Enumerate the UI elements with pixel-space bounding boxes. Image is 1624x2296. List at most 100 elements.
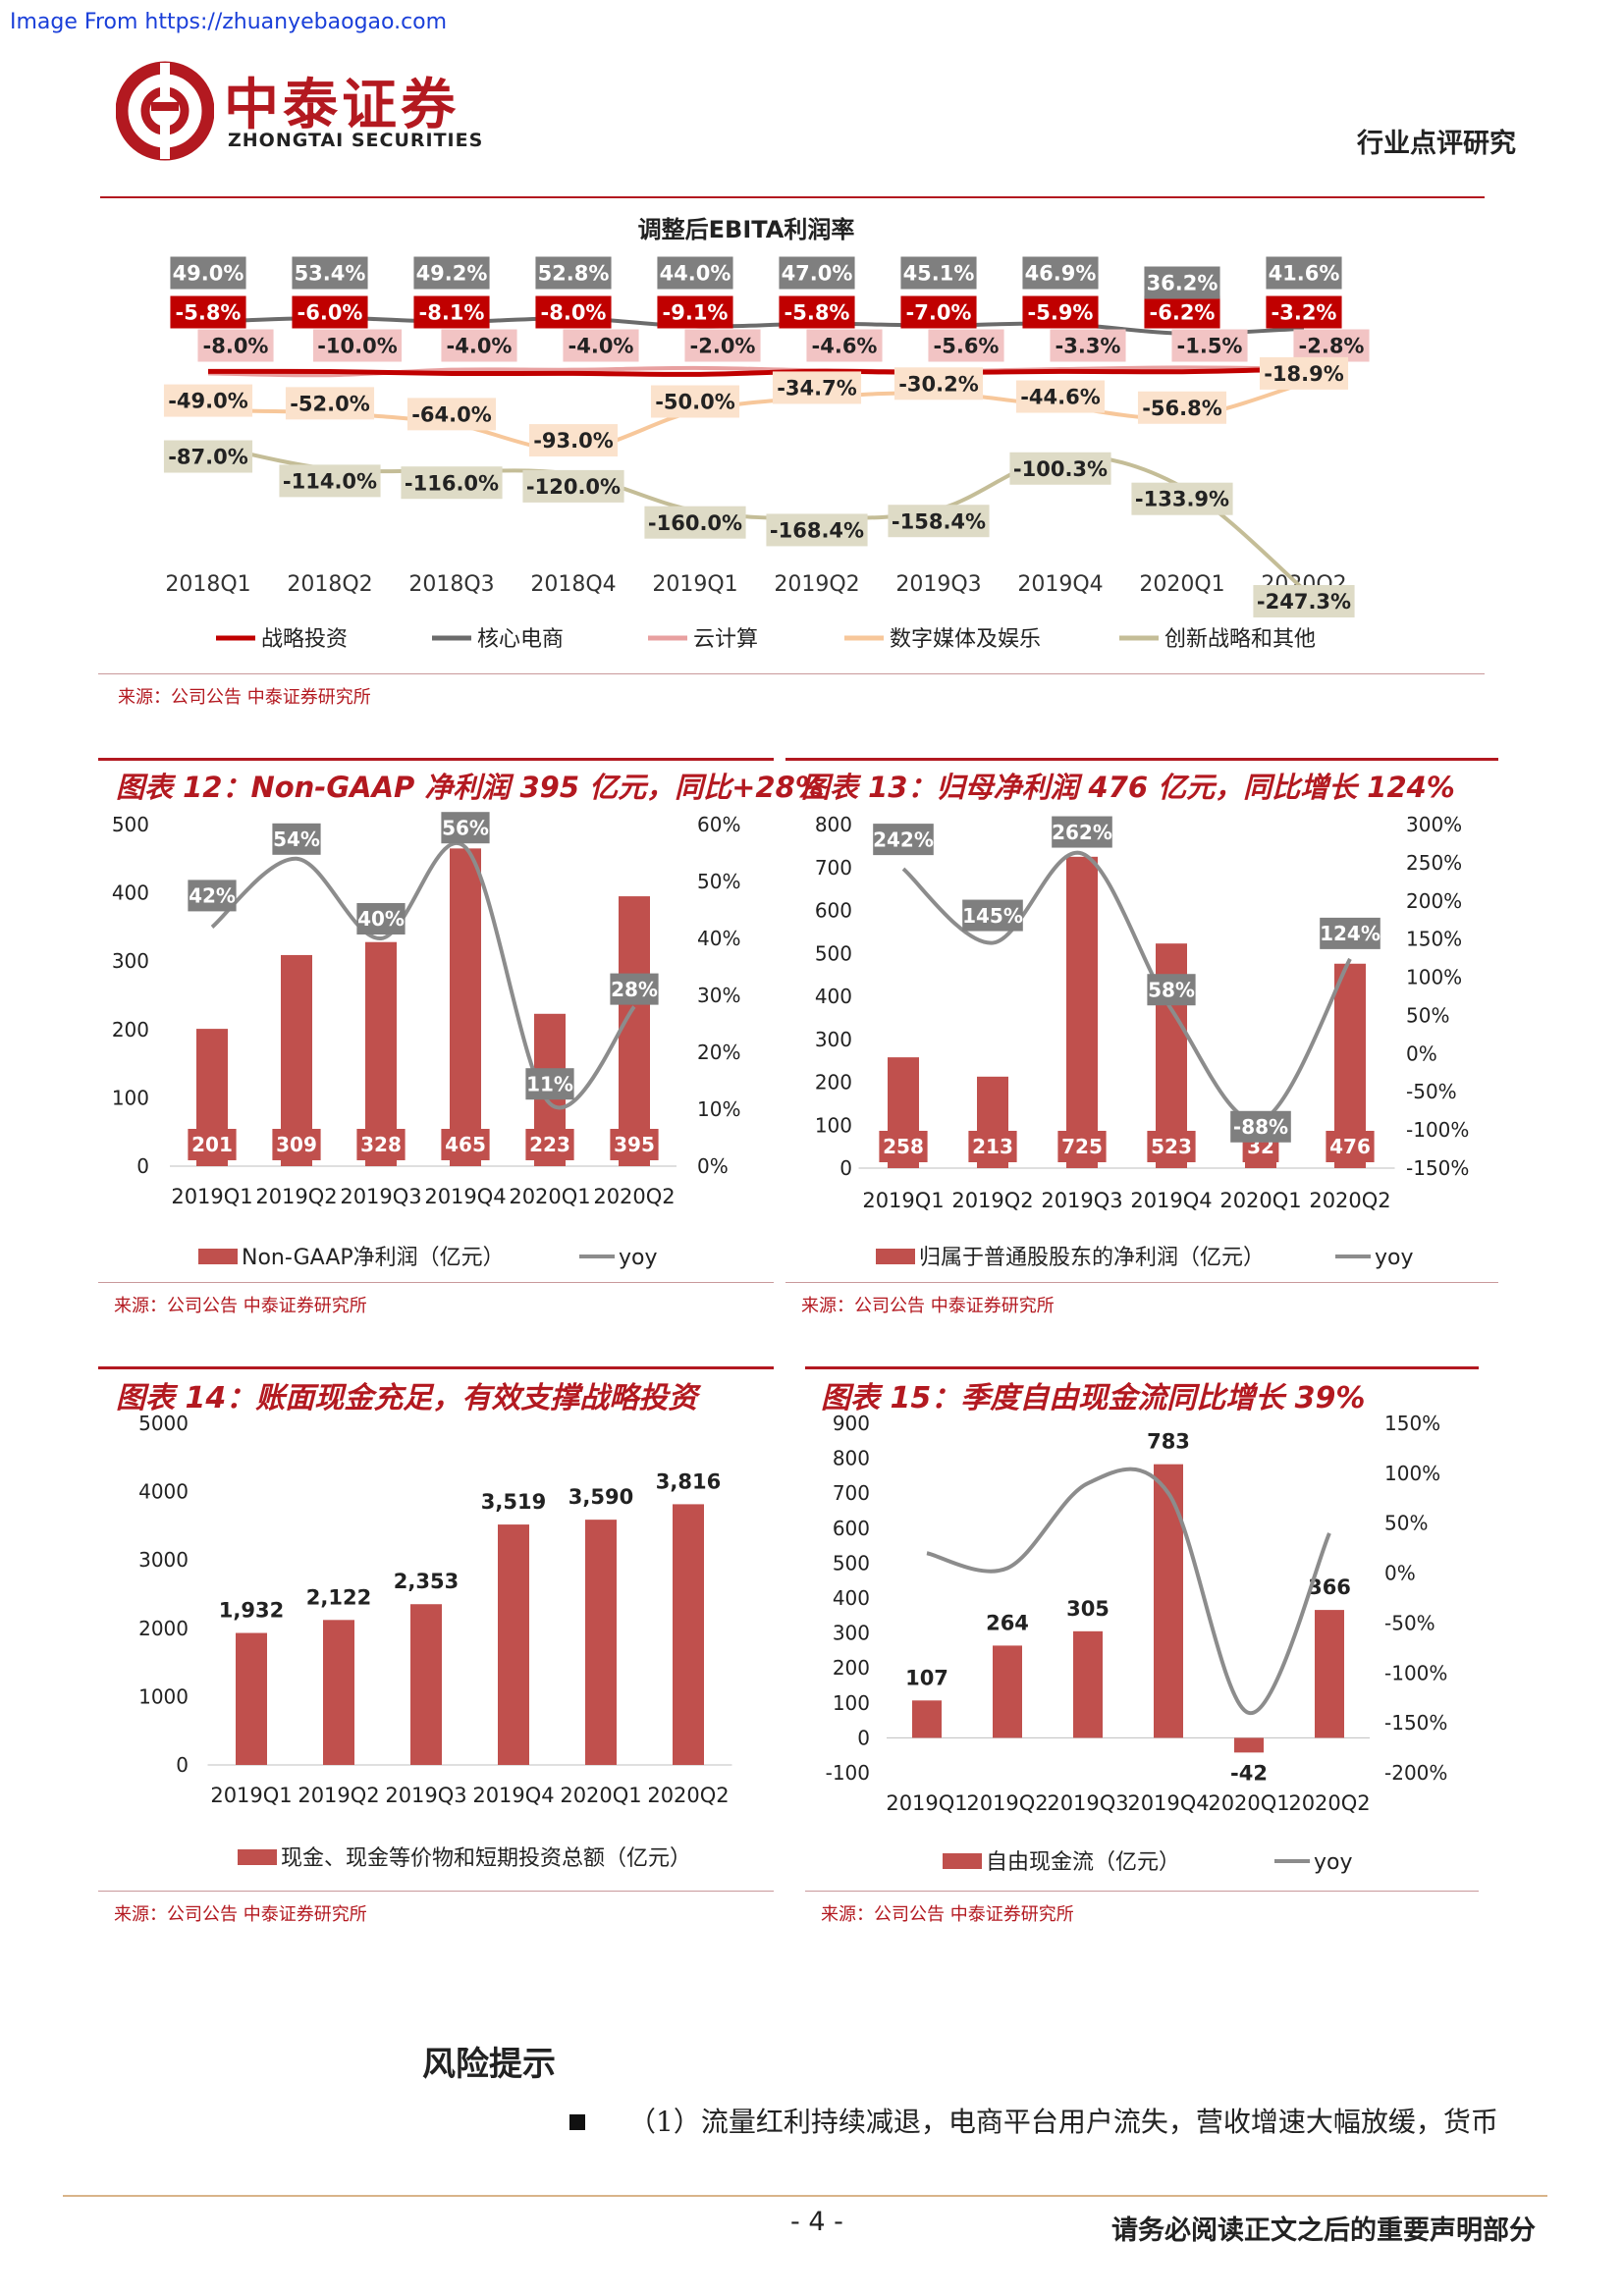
- fig14-x-tick: 2019Q1: [210, 1784, 292, 1807]
- ebita-data-label-box: [779, 295, 855, 329]
- ebita-data-label-box: [650, 385, 740, 418]
- ebita-data-label: -4.0%: [447, 335, 513, 358]
- fig15-y-tick: 400: [833, 1586, 870, 1610]
- fig12-y2-tick: 30%: [697, 984, 740, 1007]
- fig12-y-tick: 200: [112, 1018, 149, 1041]
- fig14-y-tick: 5000: [138, 1412, 189, 1435]
- ebita-data-label: -5.9%: [1028, 301, 1094, 325]
- fig15-y2-tick: -200%: [1384, 1761, 1447, 1785]
- fig15-bar: [1073, 1630, 1103, 1738]
- ebita-data-label: -44.6%: [1020, 386, 1101, 409]
- ebita-x-tick: 2018Q2: [287, 572, 372, 597]
- fig12-yoy-label: 40%: [357, 907, 405, 931]
- ebita-rule: [98, 673, 1485, 674]
- ebita-data-label-box: [893, 367, 984, 400]
- ebita-data-label: 46.9%: [1025, 262, 1097, 286]
- ebita-x-tick: 2019Q1: [652, 572, 737, 597]
- fig15-legend-line-label: yoy: [1314, 1850, 1353, 1875]
- bullet-square-icon: [569, 2114, 585, 2130]
- ebita-data-label: -93.0%: [533, 429, 614, 453]
- ebita-data-label-box: [522, 469, 624, 503]
- fig15-y-tick: 900: [833, 1412, 870, 1435]
- ebita-data-label: -56.8%: [1142, 397, 1222, 420]
- fig15-x-tick: 2019Q3: [1047, 1791, 1128, 1815]
- fig13-bar-label-box: [968, 1131, 1017, 1162]
- fig14-bar: [323, 1620, 354, 1765]
- fig12-x-tick: 2019Q4: [424, 1185, 506, 1208]
- fig13-yoy-label-box: [962, 899, 1023, 932]
- fig12-x-tick: 2019Q3: [340, 1185, 421, 1208]
- fig15-x-tick: 2019Q2: [966, 1791, 1048, 1815]
- ebita-data-label: 52.8%: [538, 262, 610, 286]
- ebita-x-tick: 2020Q1: [1139, 572, 1224, 597]
- fig12-legend-bar-label: Non-GAAP净利润（亿元）: [242, 1246, 505, 1270]
- fig15-bar-label: -42: [1230, 1761, 1268, 1785]
- fig13-bar-label: 258: [883, 1135, 924, 1158]
- fig12-bar-label: 395: [614, 1133, 655, 1156]
- fig12-yoy-label: 42%: [189, 884, 236, 908]
- ebita-data-label: -247.3%: [1257, 590, 1351, 614]
- fig14-x-tick: 2020Q2: [647, 1784, 729, 1807]
- fig12-y-tick: 500: [112, 813, 149, 836]
- section-heading-risk: 风险提示: [422, 2045, 556, 2084]
- fig14-x-tick: 2019Q2: [298, 1784, 379, 1807]
- fig13-yoy-label: 124%: [1320, 922, 1380, 945]
- ebita-data-label: 36.2%: [1147, 272, 1218, 295]
- ebita-data-label: -100.3%: [1013, 457, 1108, 481]
- ebita-source: 来源：公司公告 中泰证券研究所: [118, 687, 371, 708]
- fig14-top-rule: [98, 1366, 774, 1369]
- fig12-x-tick: 2020Q1: [509, 1185, 590, 1208]
- fig14-bar-label: 3,816: [656, 1469, 721, 1493]
- ebita-data-label-box: [1009, 452, 1111, 485]
- fig14-y-tick: 2000: [138, 1617, 189, 1640]
- fig15-bar: [1154, 1464, 1183, 1738]
- ebita-data-label-box: [766, 513, 868, 547]
- fig13-yoy-label-box: [1230, 1110, 1291, 1143]
- ebita-data-label-box: [1050, 329, 1126, 362]
- fig12-yoy-label-box: [356, 903, 406, 934]
- fig12-bar-label: 201: [191, 1133, 233, 1156]
- fig12-bar-label-box: [356, 1129, 406, 1160]
- fig14-y-tick: 4000: [138, 1480, 189, 1504]
- fig13-yoy-label: 242%: [873, 828, 934, 851]
- fig12-bar-label-box: [272, 1129, 321, 1160]
- fig15-rule: [805, 1891, 1479, 1892]
- ebita-data-label-box: [535, 256, 612, 290]
- fig15-y2-tick: 100%: [1384, 1462, 1440, 1485]
- ebita-data-label-box: [1266, 256, 1342, 290]
- ebita-data-label-box: [657, 295, 733, 329]
- fig13-y2-tick: -100%: [1406, 1118, 1469, 1142]
- ebita-data-label-box: [1266, 295, 1342, 329]
- ebita-data-label-box: [1259, 356, 1349, 390]
- fig12-yoy-label: 28%: [611, 978, 658, 1001]
- ebita-data-label: -3.2%: [1272, 301, 1337, 325]
- ebita-data-label: -52.0%: [290, 392, 370, 415]
- ebita-data-label-box: [900, 295, 977, 329]
- fig13-y-tick: 100: [815, 1113, 852, 1137]
- fig15-yoy-line: [926, 1467, 1331, 1715]
- fig12-yoy-label-box: [188, 880, 237, 912]
- ebita-x-tick: 2018Q3: [408, 572, 494, 597]
- fig15-y2-tick: 50%: [1384, 1512, 1428, 1535]
- ebita-data-label: -49.0%: [168, 390, 248, 413]
- fig15-y-tick: 200: [833, 1656, 870, 1680]
- fig13-top-rule: [785, 758, 1498, 761]
- fig15-x-tick: 2020Q2: [1288, 1791, 1370, 1815]
- ebita-data-label: -168.4%: [770, 518, 864, 542]
- ebita-data-label: 44.0%: [660, 262, 731, 286]
- fig13-chart: 800 700 600 500 400 300 200 100 0 300% 250% 200% 150…: [815, 813, 1470, 1270]
- ebita-data-label-box: [413, 256, 490, 290]
- ebita-data-label-box: [406, 398, 497, 431]
- fig14-x-tick: 2019Q3: [385, 1784, 466, 1807]
- fig13-rule: [785, 1282, 1498, 1283]
- ebita-data-label-box: [1293, 329, 1370, 362]
- fig12-title: 图表 12：Non-GAAP 净利润 395 亿元，同比+28%: [116, 771, 824, 804]
- fig12-y2-tick: 40%: [697, 927, 740, 950]
- fig13-y2-tick: 50%: [1406, 1003, 1449, 1027]
- ebita-data-label-box: [163, 384, 253, 417]
- ebita-data-label-box: [528, 424, 619, 457]
- ebita-data-label: 47.0%: [782, 262, 853, 286]
- ebita-data-label-box: [1022, 256, 1099, 290]
- fig14-legend-bar-swatch: [238, 1849, 277, 1865]
- fig12-yoy-label: 56%: [442, 816, 489, 839]
